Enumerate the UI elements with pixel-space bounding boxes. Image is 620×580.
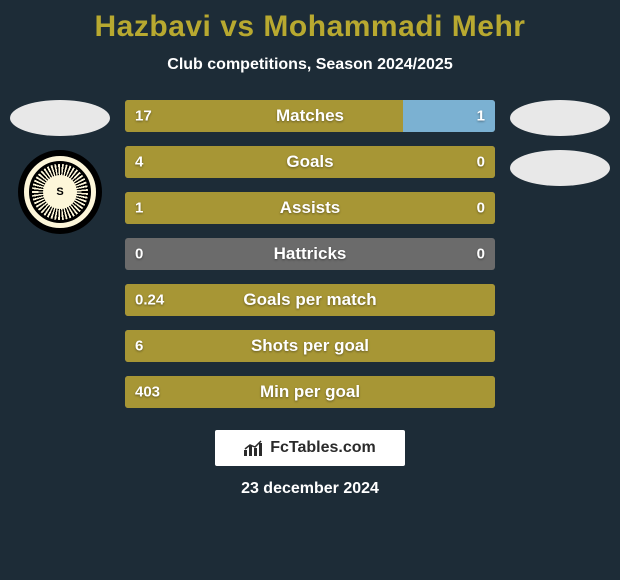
stat-value-left: 403 <box>135 384 160 401</box>
subtitle: Club competitions, Season 2024/2025 <box>0 56 620 74</box>
stat-value-right: 0 <box>477 246 485 263</box>
date-text: 23 december 2024 <box>0 480 620 498</box>
player-silhouette-left <box>10 100 110 136</box>
brand-text: FcTables.com <box>270 439 376 457</box>
content-area: S Matches171Goals40Assists10Hattricks00G… <box>0 100 620 408</box>
stat-label: Goals per match <box>243 290 376 310</box>
stat-row: Matches 17 1 <box>125 100 495 132</box>
stat-value-left: 17 <box>135 108 152 125</box>
stat-row: Shots per goal 6 <box>125 330 495 362</box>
stat-value-left: 6 <box>135 338 143 355</box>
club-silhouette-right <box>510 150 610 186</box>
stat-row: Goals per match 0.24 <box>125 284 495 316</box>
stat-value-left: 4 <box>135 154 143 171</box>
stat-bars: Matches171Goals40Assists10Hattricks00Goa… <box>125 100 495 408</box>
club-logo-center: S <box>43 175 77 209</box>
stat-row: Goals 4 0 <box>125 146 495 178</box>
comparison-card: Hazbavi vs Mohammadi Mehr Club competiti… <box>0 0 620 580</box>
stat-label: Shots per goal <box>251 336 369 356</box>
stat-label: Matches <box>276 106 344 126</box>
stat-label: Goals <box>286 152 333 172</box>
stat-value-left: 1 <box>135 200 143 217</box>
stat-label: Assists <box>280 198 340 218</box>
stat-value-right: 1 <box>477 108 485 125</box>
chart-icon <box>244 440 264 456</box>
stat-value-right: 0 <box>477 154 485 171</box>
stat-row: Assists 1 0 <box>125 192 495 224</box>
stat-row: Min per goal 403 <box>125 376 495 408</box>
stat-value-right: 0 <box>477 200 485 217</box>
avatars-left: S <box>10 100 110 234</box>
club-logo-left: S <box>18 150 102 234</box>
stat-value-left: 0.24 <box>135 292 164 309</box>
stat-label: Min per goal <box>260 382 360 402</box>
brand-badge: FcTables.com <box>215 430 405 466</box>
stat-row: Hattricks 0 0 <box>125 238 495 270</box>
stat-label: Hattricks <box>274 244 347 264</box>
bar-left <box>125 100 403 132</box>
player-silhouette-right <box>510 100 610 136</box>
page-title: Hazbavi vs Mohammadi Mehr <box>0 0 620 44</box>
stat-value-left: 0 <box>135 246 143 263</box>
avatars-right <box>510 100 610 186</box>
